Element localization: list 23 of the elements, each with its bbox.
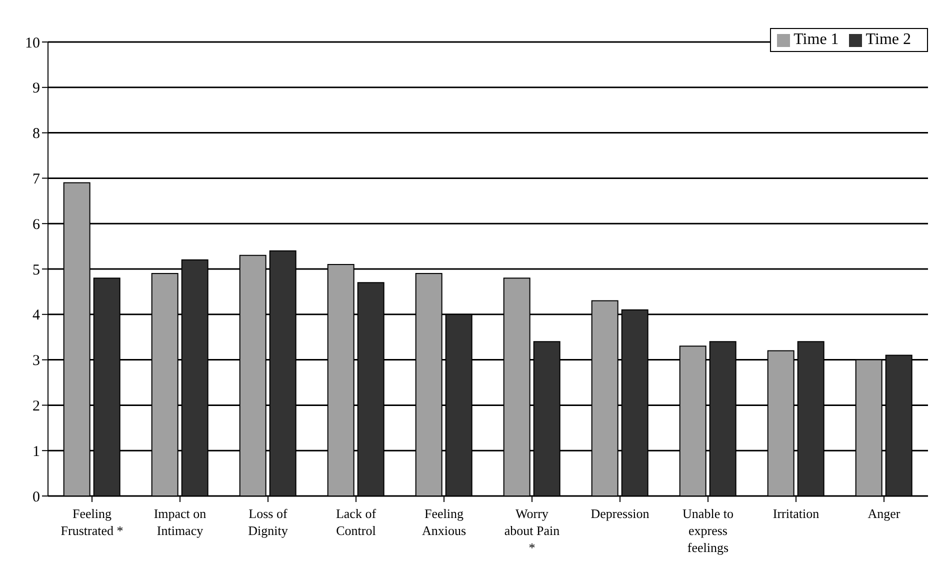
legend-label: Time 1 [794, 31, 839, 48]
y-tick-label: 0 [32, 489, 40, 506]
x-tick-label: Unable to express feelings [682, 506, 734, 555]
y-tick-label: 8 [32, 126, 40, 142]
y-tick-label: 2 [32, 398, 40, 415]
y-tick-label: 5 [32, 262, 40, 278]
x-tick-label: Depression [590, 506, 650, 521]
x-tick-label: Feeling Anxious [422, 506, 466, 538]
y-tick-label: 10 [25, 35, 40, 52]
x-tick-label: Worry about Pain * [504, 506, 560, 555]
y-tick-label: 1 [32, 444, 40, 460]
x-tick-label: Irritation [772, 506, 820, 521]
y-tick-label: 4 [32, 308, 40, 324]
y-tick-label: 7 [32, 172, 40, 188]
y-tick-label: 3 [32, 353, 40, 370]
y-tick-label: 6 [32, 216, 40, 233]
x-tick-label: Impact on Intimacy [154, 506, 207, 538]
y-tick-label: 9 [32, 80, 40, 97]
x-tick-label: Lack of Control [336, 506, 377, 538]
x-tick-label: Feeling Frustrated * [60, 506, 124, 538]
legend-label: Time 2 [866, 31, 911, 48]
x-tick-label: Loss of Dignity [248, 506, 288, 538]
x-tick-label: Anger [868, 506, 901, 521]
